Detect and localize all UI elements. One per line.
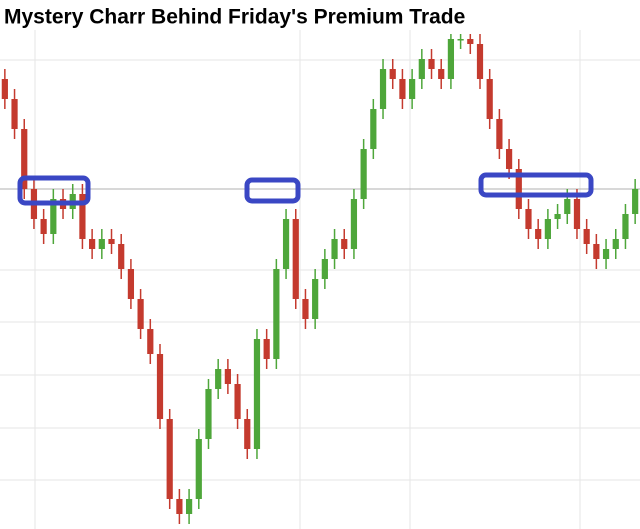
highlight-box — [478, 172, 594, 198]
candle-body — [370, 109, 377, 149]
candle-body — [428, 59, 435, 69]
chart-title: Mystery Charr Behind Friday's Premium Tr… — [4, 6, 465, 29]
candle-body — [176, 499, 183, 514]
candle-body — [40, 219, 47, 234]
candle-body — [224, 369, 231, 384]
candle-body — [467, 39, 474, 44]
candle-body — [564, 199, 571, 214]
candle-body — [554, 214, 561, 219]
candle-body — [147, 329, 154, 354]
candle-body — [379, 69, 387, 109]
highlight-box — [17, 175, 91, 206]
candle-body — [486, 79, 493, 119]
candle-body — [409, 79, 416, 99]
candle-body — [602, 249, 610, 259]
candle-body — [127, 269, 135, 299]
candle-body — [447, 39, 455, 79]
candle-body — [302, 299, 309, 319]
candle-body — [273, 269, 280, 359]
candle-body — [1, 79, 8, 99]
candle-body — [476, 44, 484, 79]
candle-body — [525, 209, 532, 229]
plot — [0, 34, 640, 524]
candle-body — [118, 244, 125, 269]
highlight-box — [244, 177, 301, 204]
candle-body — [108, 239, 115, 244]
candle-body — [622, 214, 629, 239]
candle-body — [244, 419, 251, 449]
candle-body — [234, 384, 241, 419]
candle-body — [593, 244, 600, 259]
candle-body — [215, 369, 222, 389]
candle-body — [544, 219, 551, 239]
candle-body — [360, 149, 367, 199]
candle-body — [438, 69, 445, 79]
candle-body — [496, 119, 503, 149]
candle-body — [573, 199, 581, 229]
candle-body — [321, 259, 328, 279]
candle-body — [515, 169, 522, 209]
candle-body — [79, 194, 86, 239]
candle-body — [583, 229, 590, 244]
candle-body — [292, 219, 299, 299]
candle-body — [50, 199, 57, 234]
candle-body — [89, 239, 96, 249]
candle-body — [399, 79, 406, 99]
candle-body — [263, 339, 270, 359]
highlights — [17, 172, 594, 206]
candle-body — [166, 419, 173, 499]
candle-body — [11, 99, 18, 129]
candle-body — [535, 229, 542, 239]
candle-body — [312, 279, 319, 319]
candle-body — [418, 59, 425, 79]
grid — [0, 30, 640, 529]
candle-body — [195, 439, 202, 499]
candle-body — [156, 354, 164, 419]
candle-body — [185, 499, 193, 514]
candle-body — [21, 129, 28, 189]
candle-body — [612, 239, 619, 249]
candle-body — [98, 239, 105, 249]
candle-body — [505, 149, 513, 169]
candle-body — [457, 39, 464, 41]
candle-body — [331, 239, 338, 259]
candle-body — [341, 239, 348, 249]
candle-body — [253, 339, 261, 449]
candle-body — [350, 199, 358, 249]
candle-body — [205, 389, 212, 439]
candle-body — [137, 299, 144, 329]
candle-body — [632, 189, 639, 214]
candle-body — [282, 219, 290, 269]
candle-body — [389, 69, 396, 79]
